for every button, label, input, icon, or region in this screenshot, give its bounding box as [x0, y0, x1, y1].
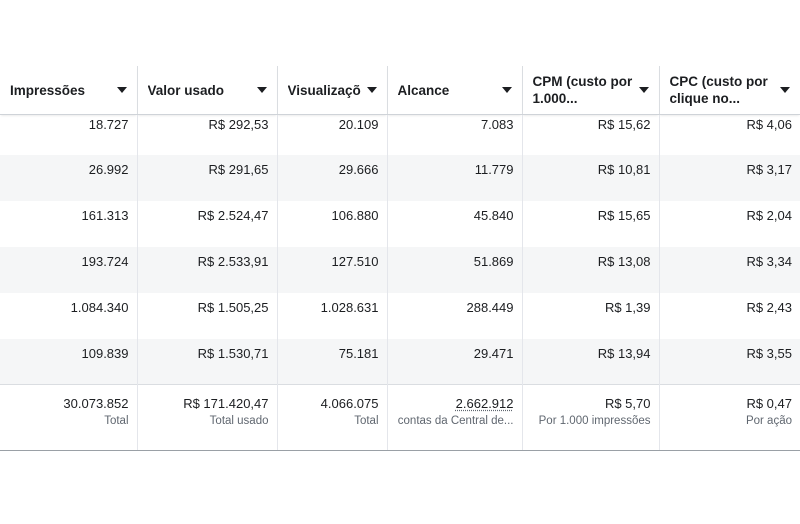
total-valor-usado: R$ 171.420,47 Total usado — [137, 384, 278, 451]
cell-cpc: R$ 4,06 — [746, 117, 792, 132]
table-body: 18.727 R$ 292,53 20.109 7.083 R$ 15,62 R… — [0, 114, 800, 451]
table-header: Impressões Valor usado Visualizaçõ — [0, 66, 800, 115]
table-row[interactable]: 193.724 R$ 2.533,91 127.510 51.869 R$ 13… — [0, 246, 800, 293]
cell-valor-usado: R$ 1.505,25 — [137, 292, 278, 339]
total-caption: Total — [104, 415, 129, 427]
cell-visualizacoes: 127.510 — [277, 246, 388, 293]
cell-cpm: R$ 1,39 — [522, 292, 660, 339]
cell-valor-usado: R$ 2.533,91 — [137, 246, 278, 293]
cell-cpm: R$ 15,65 — [522, 200, 660, 247]
total-value: R$ 171.420,47 — [183, 396, 269, 411]
cell-impressoes: 26.992 — [0, 154, 138, 201]
column-header-label: CPC (custo por clique no... — [669, 74, 768, 106]
column-header-cpm[interactable]: CPM (custo por 1.000... — [522, 66, 660, 115]
total-caption: Total usado — [209, 415, 269, 427]
cell-valor-usado: R$ 292,53 — [137, 114, 278, 155]
cell-cpm: R$ 13,08 — [522, 246, 660, 293]
cell-alcance: 11.779 — [387, 154, 523, 201]
total-cpm: R$ 5,70 Por 1.000 impressões — [522, 384, 660, 451]
ads-metrics-table: Impressões Valor usado Visualizaçõ — [0, 66, 800, 456]
column-header-label: Visualizaçõ — [287, 82, 361, 98]
cell-alcance: 51.869 — [387, 246, 523, 293]
cell-alcance: 29.471 — [387, 338, 523, 385]
cell-visualizacoes: 20.109 — [277, 114, 388, 155]
total-caption: contas da Central de... — [397, 415, 514, 427]
cell-valor-usado: R$ 1.530,71 — [137, 338, 278, 385]
cell-alcance: 45.840 — [387, 200, 523, 247]
total-caption: Por 1.000 impressões — [538, 415, 651, 427]
total-impressoes: 30.073.852 Total — [0, 384, 138, 451]
cell-valor-usado: R$ 2.524,47 — [137, 200, 278, 247]
cell-cpc: R$ 3,55 — [659, 338, 800, 385]
cell-impressoes: 161.313 — [0, 200, 138, 247]
total-value-tooltip-link[interactable]: 2.662.912 — [455, 396, 514, 411]
column-header-label: Valor usado — [147, 82, 225, 98]
cell-cpc: R$ 3,34 — [659, 246, 800, 293]
column-header-alcance[interactable]: Alcance — [387, 66, 523, 115]
totals-row: 30.073.852 Total R$ 171.420,47 Total usa… — [0, 384, 800, 451]
cell-cpc: R$ 2,43 — [746, 299, 792, 315]
cell-cpm: R$ 15,62 — [522, 114, 660, 155]
cell-valor-usado: R$ 291,65 — [137, 154, 278, 201]
cell-impressoes: 18.727 — [0, 114, 138, 155]
column-header-label: Impressões — [10, 82, 86, 98]
table-row[interactable]: 26.992 R$ 291,65 29.666 11.779 R$ 10,81 … — [0, 154, 800, 201]
column-header-visualizacoes[interactable]: Visualizaçõ — [277, 66, 388, 115]
cell-visualizacoes: 75.181 — [277, 338, 388, 385]
column-header-valor-usado[interactable]: Valor usado — [137, 66, 278, 115]
cell-visualizacoes: 29.666 — [277, 154, 388, 201]
column-header-label: Alcance — [397, 82, 450, 98]
cell-cpc: R$ 2,04 — [746, 207, 792, 223]
cell-cpc: R$ 3,17 — [659, 154, 800, 201]
sort-caret-down-icon[interactable] — [116, 87, 127, 93]
column-header-cpc[interactable]: CPC (custo por clique no... — [659, 66, 800, 115]
cell-impressoes: 1.084.340 — [0, 292, 138, 339]
sort-caret-down-icon[interactable] — [638, 87, 649, 93]
cell-alcance: 7.083 — [387, 114, 523, 155]
table-row[interactable]: 161.313 R$ 2.524,47 106.880 45.840 R$ 15… — [0, 200, 800, 247]
table-row[interactable]: 1.084.340 R$ 1.505,25 1.028.631 288.449 … — [0, 292, 800, 339]
total-alcance: 2.662.912 contas da Central de... — [387, 384, 523, 451]
column-header-impressoes[interactable]: Impressões — [0, 66, 138, 115]
sort-caret-down-icon[interactable] — [366, 87, 377, 93]
cell-impressoes: 193.724 — [0, 246, 138, 293]
cell-alcance: 288.449 — [387, 292, 523, 339]
header-row: Impressões Valor usado Visualizaçõ — [0, 66, 800, 115]
total-cpc: R$ 0,47 Por ação — [659, 384, 800, 451]
total-caption: Por ação — [745, 415, 792, 427]
cell-visualizacoes: 1.028.631 — [277, 292, 388, 339]
cell-cpm: R$ 10,81 — [522, 154, 660, 201]
table-row[interactable]: 109.839 R$ 1.530,71 75.181 29.471 R$ 13,… — [0, 338, 800, 385]
sort-caret-down-icon[interactable] — [780, 87, 790, 93]
table-row[interactable]: 18.727 R$ 292,53 20.109 7.083 R$ 15,62 R… — [0, 114, 800, 155]
cell-cpm: R$ 13,94 — [522, 338, 660, 385]
cell-visualizacoes: 106.880 — [277, 200, 388, 247]
total-value: 30.073.852 — [63, 396, 129, 411]
total-value: R$ 0,47 — [746, 396, 792, 411]
total-value: 4.066.075 — [320, 396, 379, 411]
total-caption: Total — [354, 415, 379, 427]
total-value: R$ 5,70 — [604, 396, 651, 411]
metrics-table: Impressões Valor usado Visualizaçõ — [0, 66, 800, 451]
total-visualizacoes: 4.066.075 Total — [277, 384, 388, 451]
sort-caret-down-icon[interactable] — [501, 87, 512, 93]
sort-caret-down-icon[interactable] — [256, 87, 267, 93]
cell-impressoes: 109.839 — [0, 338, 138, 385]
column-header-label: CPM (custo por 1.000... — [532, 74, 633, 106]
